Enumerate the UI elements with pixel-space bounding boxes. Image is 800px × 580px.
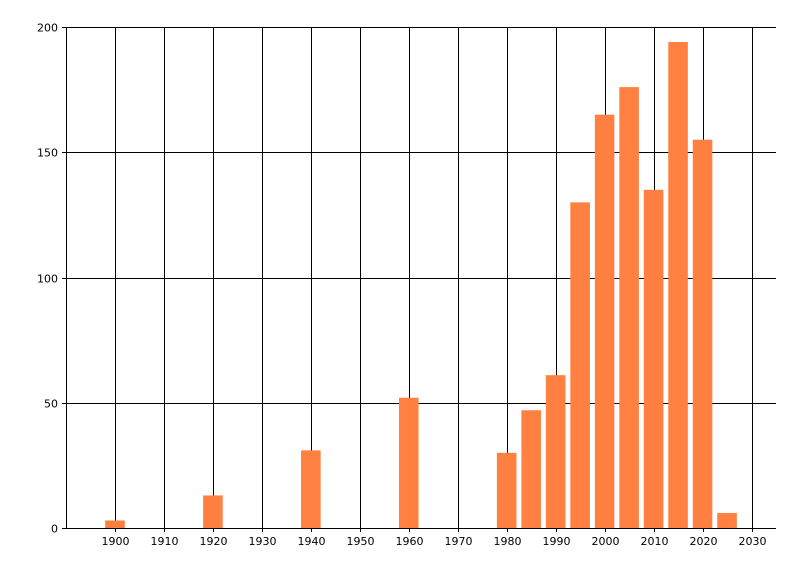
- bar-2020: [692, 139, 713, 528]
- bar-1980: [496, 452, 517, 528]
- x-tick-label-2010: 2010: [641, 535, 669, 548]
- x-tick-label-2030: 2030: [739, 535, 767, 548]
- bar-2000: [594, 114, 615, 529]
- x-tick-label-1960: 1960: [396, 535, 424, 548]
- y-tick-label-50: 50: [44, 398, 58, 411]
- y-axis-tick-labels: 0 50 100 150 200: [37, 22, 58, 536]
- x-tick-label-1980: 1980: [494, 535, 522, 548]
- x-tick-label-1910: 1910: [151, 535, 179, 548]
- bar-1900: [105, 520, 125, 528]
- x-tick-label-1940: 1940: [298, 535, 326, 548]
- x-tick-label-1930: 1930: [249, 535, 277, 548]
- bar-2015: [668, 42, 688, 528]
- x-tick-label-2020: 2020: [690, 535, 718, 548]
- bar-2010: [643, 189, 664, 528]
- x-tick-label-1990: 1990: [543, 535, 571, 548]
- axes: [62, 27, 776, 532]
- y-tick-label-0: 0: [51, 523, 58, 536]
- bar-1940: [301, 450, 321, 528]
- x-tick-label-2000: 2000: [592, 535, 620, 548]
- x-tick-label-1970: 1970: [445, 535, 473, 548]
- bar-1990: [545, 375, 566, 528]
- x-tick-label-1950: 1950: [347, 535, 375, 548]
- bar-2025: [717, 512, 737, 528]
- bar-2005: [619, 87, 639, 529]
- bar-1995: [570, 202, 590, 528]
- bars: [105, 42, 737, 529]
- y-tick-label-150: 150: [37, 147, 58, 160]
- x-axis-tick-labels: 1900 1910 1920 1930 1940 1950 1960 1970 1980 1990…: [102, 535, 767, 548]
- x-tick-label-1920: 1920: [200, 535, 228, 548]
- y-tick-label-200: 200: [37, 22, 58, 35]
- bar-1960: [398, 397, 419, 528]
- bar-1920: [203, 495, 223, 528]
- bar-1985: [521, 410, 541, 528]
- y-tick-label-100: 100: [37, 273, 58, 286]
- x-tick-label-1900: 1900: [102, 535, 130, 548]
